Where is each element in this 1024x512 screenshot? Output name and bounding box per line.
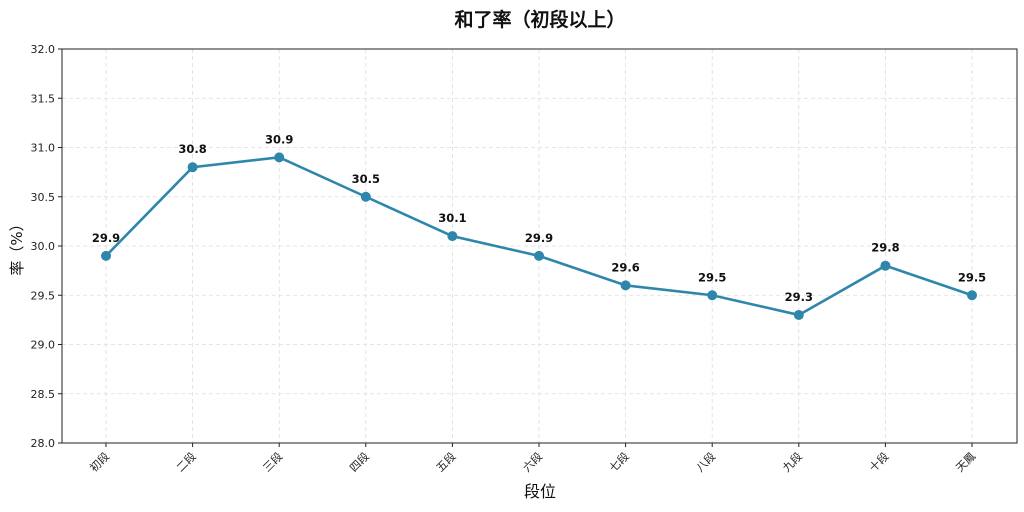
y-axis-label: 率（%） (8, 216, 26, 275)
x-axis: 初段 二段 三段 四段 五段 六段 七段 八段 九段 十段 天鳳 (87, 443, 978, 475)
data-point (447, 231, 458, 242)
x-tick-label: 四段 (346, 449, 371, 474)
data-label: 29.5 (698, 270, 726, 284)
data-point (534, 250, 544, 261)
x-tick-label: 初段 (87, 449, 112, 474)
x-axis-label: 段位 (524, 482, 556, 501)
y-tick-label: 31.5 (31, 92, 56, 105)
data-point (880, 260, 891, 271)
data-label: 29.5 (958, 270, 986, 284)
y-tick-label: 30.5 (31, 191, 56, 204)
grid (62, 48, 1017, 444)
y-axis: 28.0 28.5 29.0 29.5 30.0 30.5 31.0 31.5 32.0 (31, 43, 62, 450)
chart-title: 和了率（初段以上） (454, 8, 625, 31)
x-tick-label: 五段 (433, 449, 458, 474)
x-tick-label: 二段 (173, 449, 198, 474)
series: 29.9 30.8 30.9 30.5 30.1 29.9 29.6 29.5 29.3 29.8… (92, 132, 986, 320)
data-label: 30.9 (265, 132, 293, 146)
data-label: 30.5 (352, 172, 380, 186)
data-label: 29.3 (785, 290, 813, 304)
data-point (793, 309, 804, 320)
x-tick-label: 九段 (779, 449, 804, 474)
y-tick-label: 29.0 (31, 339, 56, 352)
data-label: 30.1 (438, 211, 466, 225)
y-tick-label: 30.0 (31, 240, 56, 253)
data-point (274, 152, 285, 163)
y-tick-label: 32.0 (31, 43, 56, 56)
data-point (707, 290, 718, 301)
x-tick-label: 七段 (606, 449, 631, 474)
data-point (360, 191, 371, 202)
y-tick-label: 28.0 (31, 437, 56, 450)
data-point (101, 250, 111, 261)
data-point (967, 290, 977, 301)
y-tick-label: 28.5 (31, 388, 56, 401)
data-point (187, 162, 198, 173)
data-label: 29.9 (525, 231, 553, 245)
y-tick-label: 31.0 (31, 142, 56, 155)
x-tick-label: 天鳳 (953, 450, 978, 475)
data-label: 30.8 (178, 142, 206, 156)
x-tick-label: 六段 (520, 449, 545, 474)
y-tick-label: 29.5 (31, 289, 56, 302)
x-tick-label: 三段 (260, 449, 285, 474)
x-tick-label: 八段 (693, 449, 718, 474)
data-point (620, 280, 631, 291)
data-label: 29.6 (611, 260, 639, 274)
data-label: 29.9 (92, 231, 120, 245)
data-label: 29.8 (871, 241, 899, 255)
plot-frame (61, 48, 1018, 444)
x-tick-label: 十段 (866, 449, 891, 474)
